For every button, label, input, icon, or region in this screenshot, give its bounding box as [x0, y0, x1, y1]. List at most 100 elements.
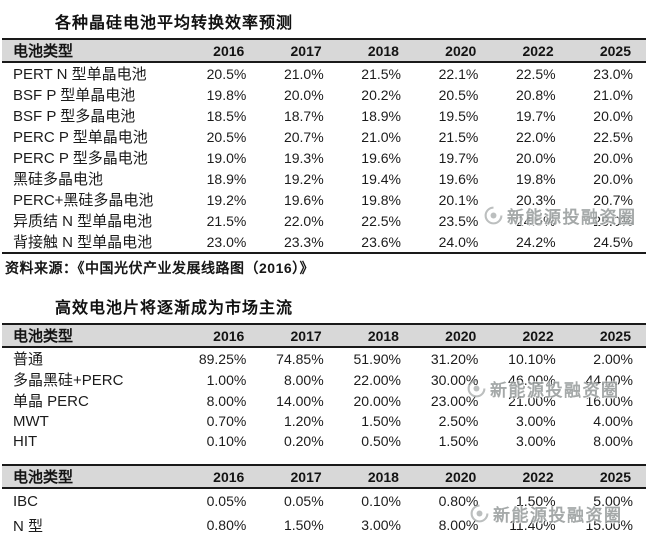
row-label: HIT: [13, 432, 38, 450]
value-cell: 20.0%: [593, 170, 633, 187]
row-label: 多晶黑硅+PERC: [13, 372, 124, 389]
value-cell: 19.8%: [361, 191, 401, 208]
value-cell: 51.90%: [353, 350, 401, 367]
value-cell: 4.00%: [593, 413, 633, 429]
value-cell: 19.3%: [283, 149, 324, 166]
value-cell: 0.05%: [283, 493, 324, 509]
value-cell: 19.4%: [361, 170, 401, 187]
value-cell: 20.0%: [593, 107, 633, 124]
table-row: 背接触 N 型单晶电池 23.0% 23.3% 23.6% 24.0% 24.2% 24.5…: [2, 231, 646, 254]
cell-type-header: 电池类型: [2, 323, 182, 348]
value-cell: 20.5%: [206, 128, 247, 145]
cell-type-header: 电池类型: [2, 38, 182, 63]
value-cell: 23.5%: [438, 212, 479, 229]
value-cell: 10.10%: [508, 350, 556, 367]
value-cell: 19.8%: [515, 170, 556, 187]
value-cell: 22.0%: [515, 128, 556, 145]
value-cell: 11.40%: [509, 517, 556, 533]
table-row: 多晶黑硅+PERC 1.00% 8.00% 22.00% 30.00% 46.00% 44.…: [2, 369, 646, 390]
value-cell: 20.2%: [361, 86, 401, 103]
value-cell: 22.5%: [361, 212, 401, 229]
year-header: 2020: [413, 323, 492, 348]
value-cell: 19.6%: [361, 149, 401, 166]
value-cell: 24.0%: [413, 231, 492, 254]
year-header: 2017: [259, 464, 337, 489]
value-cell: 19.5%: [438, 107, 479, 124]
row-label: N 型: [13, 517, 44, 534]
value-cell: 44.00%: [585, 371, 633, 388]
table1-title: 各种晶硅电池平均转换效率预测: [55, 15, 294, 32]
value-cell: 25.0%: [593, 212, 633, 229]
row-label: 普通: [13, 351, 44, 368]
year-header: 2022: [491, 323, 569, 348]
row-label: PERC+黑硅多晶电池: [13, 192, 154, 209]
header-row: 电池类型 2016 2017 2018 2020 2022 2025: [2, 38, 646, 63]
value-cell: 15.00%: [585, 517, 633, 533]
value-cell: 21.0%: [283, 65, 324, 82]
value-cell: 20.0%: [593, 149, 633, 166]
table-row: BSF P 型单晶电池 19.8% 20.0% 20.2% 20.5% 20.8% 21.0…: [2, 84, 646, 105]
row-label: 黑硅多晶电池: [13, 171, 104, 188]
value-cell: 8.00%: [438, 517, 479, 533]
table-row: IBC 0.05% 0.05% 0.10% 0.80% 1.50% 5.00%: [2, 488, 646, 513]
value-cell: 89.25%: [198, 350, 247, 367]
year-header: 2018: [336, 464, 414, 489]
value-cell: 0.05%: [206, 493, 247, 509]
row-label: PERC P 型单晶电池: [13, 129, 148, 146]
value-cell: 20.8%: [515, 86, 556, 103]
value-cell: 46.00%: [508, 371, 556, 388]
table-row: PERC P 型单晶电池 20.5% 20.7% 21.0% 21.5% 22.0% 22.…: [2, 126, 646, 147]
value-cell: 23.0%: [593, 65, 633, 82]
year-header: 2017: [259, 323, 337, 348]
value-cell: 30.00%: [430, 371, 479, 388]
value-cell: 18.5%: [206, 107, 247, 124]
value-cell: 1.00%: [206, 371, 247, 388]
table-row: HIT 0.10% 0.20% 0.50% 1.50% 3.00% 8.00%: [2, 431, 646, 451]
row-label: MWT: [13, 412, 49, 430]
value-cell: 8.00%: [283, 371, 324, 388]
value-cell: 5.00%: [593, 493, 633, 509]
value-cell: 24.5%: [515, 212, 556, 229]
value-cell: 20.5%: [206, 65, 247, 82]
value-cell: 74.85%: [276, 350, 324, 367]
year-header: 2025: [568, 38, 646, 63]
value-cell: 19.6%: [283, 191, 324, 208]
market-share-table-upper: 电池类型 2016 2017 2018 2020 2022 2025 普通 89.25% 74.8…: [2, 323, 646, 451]
value-cell: 1.20%: [283, 413, 324, 429]
value-cell: 24.5%: [568, 231, 646, 254]
row-label: IBC: [13, 492, 39, 510]
value-cell: 0.20%: [283, 433, 324, 449]
value-cell: 18.9%: [361, 107, 401, 124]
year-header: 2016: [182, 323, 260, 348]
value-cell: 20.5%: [438, 86, 479, 103]
value-cell: 23.3%: [259, 231, 337, 254]
value-cell: 0.80%: [438, 493, 479, 509]
row-label: 异质结 N 型单晶电池: [13, 213, 153, 230]
value-cell: 20.1%: [438, 191, 479, 208]
table-row: 黑硅多晶电池 18.9% 19.2% 19.4% 19.6% 19.8% 20.0%: [2, 168, 646, 189]
value-cell: 20.0%: [515, 149, 556, 166]
value-cell: 31.20%: [430, 350, 479, 367]
value-cell: 22.0%: [283, 212, 324, 229]
value-cell: 22.5%: [515, 65, 556, 82]
value-cell: 18.9%: [206, 170, 247, 187]
value-cell: 3.00%: [361, 517, 401, 533]
header-row: 电池类型 2016 2017 2018 2020 2022 2025: [2, 464, 646, 489]
row-label: BSF P 型单晶电池: [13, 87, 136, 104]
value-cell: 19.2%: [283, 170, 324, 187]
year-header: 2025: [568, 323, 646, 348]
year-header: 2022: [491, 464, 569, 489]
table-row: PERT N 型单晶电池 20.5% 21.0% 21.5% 22.1% 22.5% 23.…: [2, 62, 646, 84]
value-cell: 1.50%: [361, 413, 401, 429]
value-cell: 1.50%: [515, 493, 556, 509]
value-cell: 18.7%: [283, 107, 324, 124]
row-label: BSF P 型多晶电池: [13, 108, 136, 125]
value-cell: 8.00%: [206, 392, 247, 409]
value-cell: 23.00%: [430, 392, 479, 409]
value-cell: 22.00%: [353, 371, 401, 388]
value-cell: 19.0%: [206, 149, 247, 166]
value-cell: 19.7%: [515, 107, 556, 124]
efficiency-forecast-table: 电池类型 2016 2017 2018 2020 2022 2025 PERT N 型单晶电池…: [2, 38, 646, 254]
table-row: PERC P 型多晶电池 19.0% 19.3% 19.6% 19.7% 20.0% 20.…: [2, 147, 646, 168]
year-header: 2020: [413, 38, 492, 63]
